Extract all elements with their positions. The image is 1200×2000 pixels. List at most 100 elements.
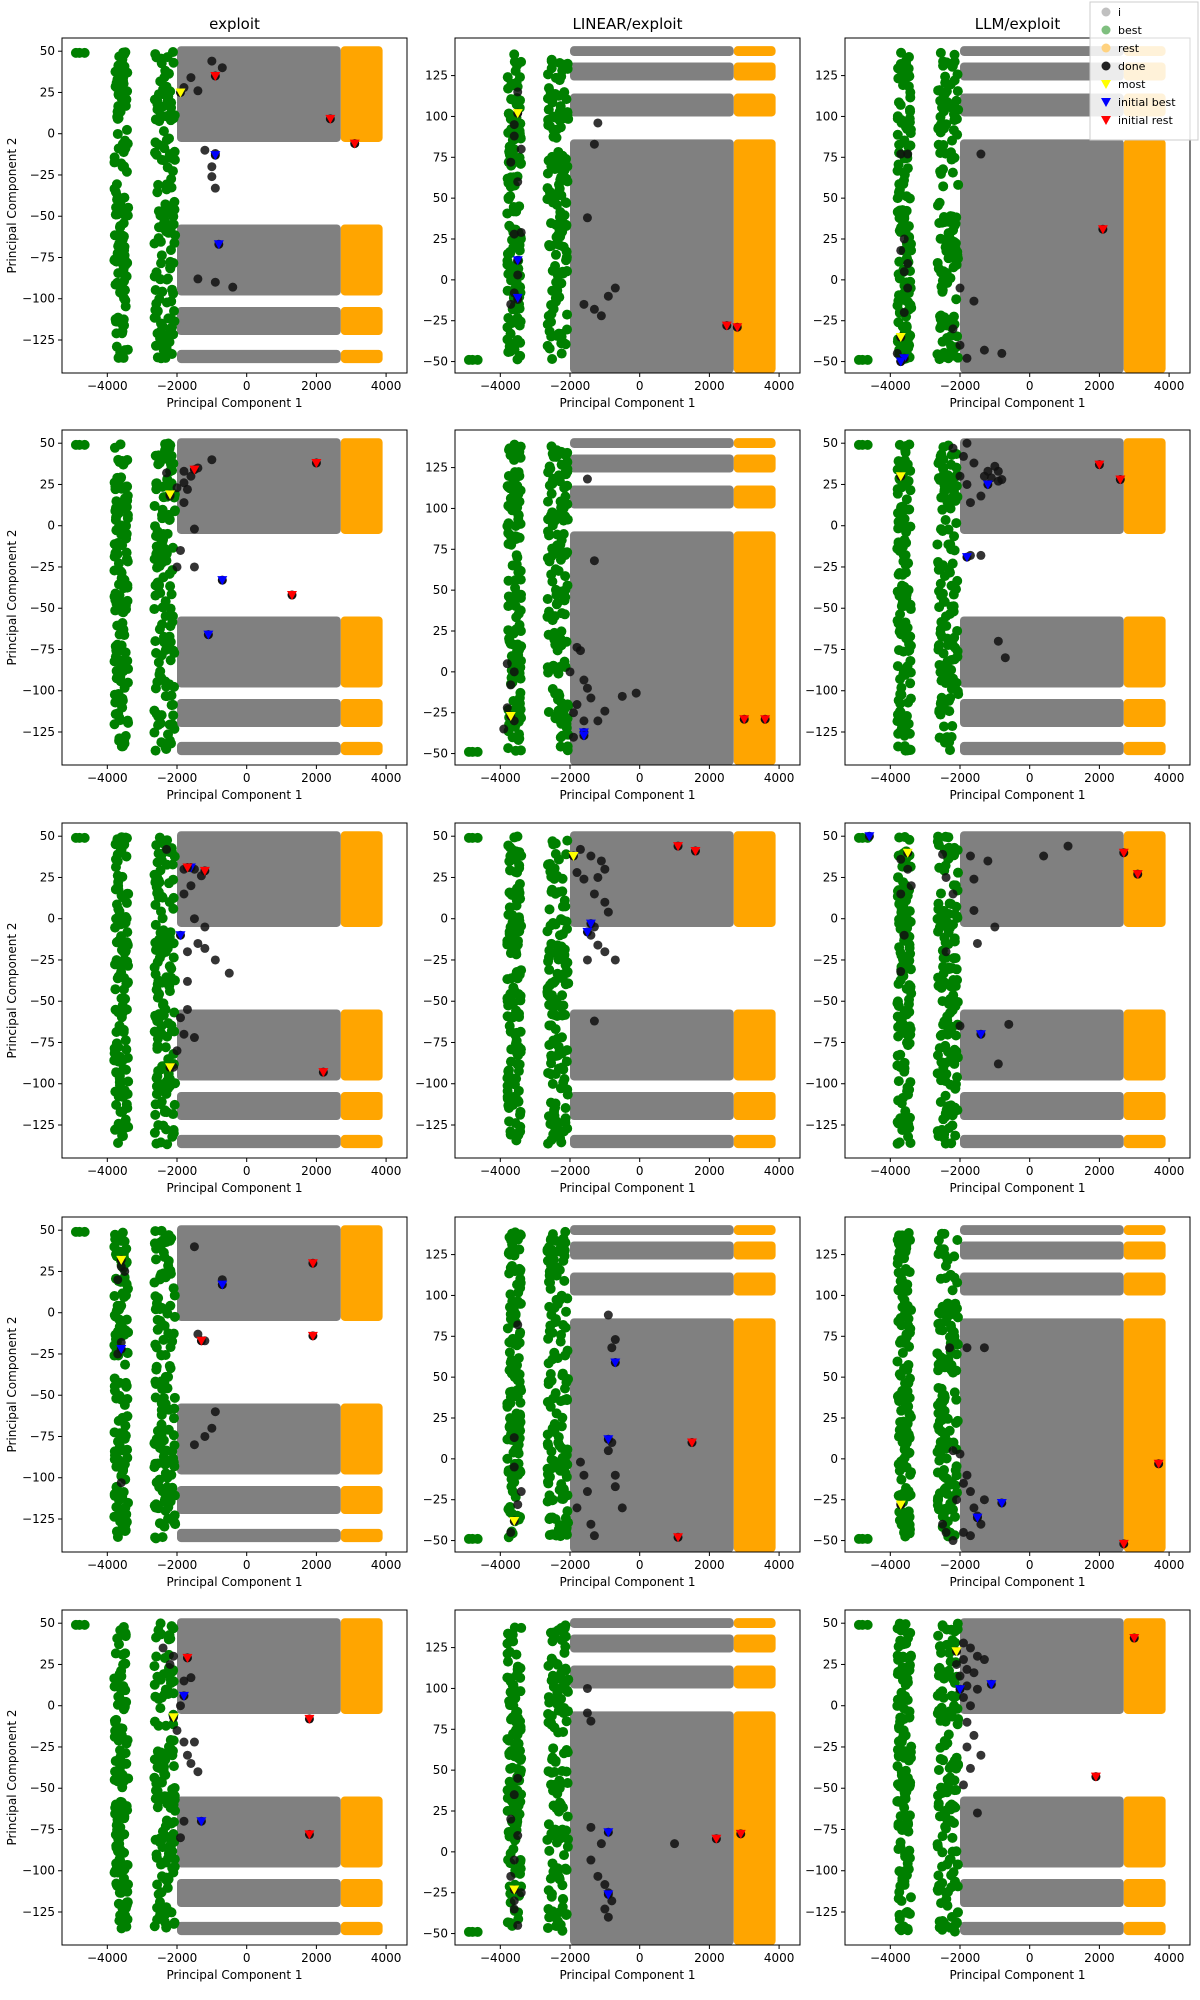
best-point — [167, 1784, 178, 1795]
best-point — [561, 1909, 572, 1920]
y-tick-label: 100 — [425, 1681, 448, 1695]
done-point — [600, 706, 610, 716]
best-point — [544, 1040, 555, 1051]
axes-frame — [61, 429, 408, 766]
best-point — [119, 1085, 130, 1096]
best-point — [169, 1917, 180, 1928]
best-point — [112, 849, 123, 860]
most-point — [568, 852, 579, 862]
done-point — [938, 849, 948, 859]
best-point — [895, 674, 906, 685]
best-point — [548, 977, 559, 988]
y-tick-label: 0 — [440, 912, 448, 926]
best-point — [551, 188, 562, 199]
y-tick-label: 25 — [823, 477, 838, 491]
best-point — [149, 604, 160, 615]
best-point — [556, 634, 567, 645]
best-point — [904, 939, 915, 950]
done-point — [509, 1896, 519, 1906]
i-cluster-band — [570, 531, 734, 765]
x-tick-label: 2000 — [1084, 771, 1115, 785]
x-tick-label: −2000 — [940, 771, 981, 785]
y-tick-label: −25 — [30, 1347, 55, 1361]
x-tick-label: 0 — [1026, 379, 1034, 393]
best-point — [555, 732, 566, 743]
best-point — [113, 1735, 124, 1746]
initial-rest-point — [735, 1829, 746, 1839]
rest-cluster-band — [733, 454, 776, 473]
y-tick-label: −25 — [423, 953, 448, 967]
best-point — [893, 1000, 904, 1011]
i-cluster-band — [570, 1318, 734, 1552]
done-point — [610, 283, 620, 293]
done-point — [603, 1310, 613, 1320]
done-point — [516, 1888, 526, 1898]
x-tick-label: 0 — [1026, 1164, 1034, 1178]
best-point — [544, 1020, 555, 1031]
y-axis-label: Principal Component 2 — [5, 1709, 19, 1845]
best-point — [553, 328, 564, 339]
y-tick-label: −100 — [22, 684, 55, 698]
y-tick-label: 0 — [440, 1845, 448, 1859]
y-tick-label: 25 — [823, 870, 838, 884]
x-tick-label: 4000 — [1154, 1164, 1185, 1178]
best-point — [166, 182, 177, 193]
best-point — [549, 863, 560, 874]
best-point — [952, 331, 963, 342]
best-point — [558, 1000, 569, 1011]
best-point — [554, 1797, 565, 1808]
best-point — [546, 551, 557, 562]
best-point — [951, 1046, 962, 1057]
x-tick-label: −4000 — [870, 1164, 911, 1178]
best-point — [897, 1302, 908, 1313]
i-cluster-band — [960, 1091, 1124, 1121]
best-point — [169, 851, 180, 862]
best-point — [112, 834, 123, 845]
best-point — [560, 1350, 571, 1361]
i-cluster-band — [570, 139, 734, 373]
x-tick-label: −4000 — [480, 379, 521, 393]
best-point — [152, 352, 163, 363]
done-point — [193, 86, 203, 96]
best-point — [934, 659, 945, 670]
best-point — [149, 1127, 160, 1138]
best-point — [552, 1119, 563, 1130]
best-point — [938, 721, 949, 732]
done-point — [899, 308, 909, 318]
best-point — [898, 175, 909, 186]
best-point — [934, 1455, 945, 1466]
i-cluster-band — [960, 1796, 1124, 1868]
best-point — [901, 191, 912, 202]
best-point — [153, 1720, 164, 1731]
best-point — [549, 1010, 560, 1021]
y-tick-label: 125 — [425, 69, 448, 83]
best-point — [542, 1922, 553, 1933]
best-point — [943, 923, 954, 934]
y-tick-label: 50 — [433, 1763, 448, 1777]
best-point — [163, 1075, 174, 1086]
best-point — [894, 1909, 905, 1920]
best-point — [543, 1111, 554, 1122]
best-point — [543, 155, 554, 166]
best-point — [119, 599, 130, 610]
best-point — [553, 565, 564, 576]
done-point — [575, 844, 585, 854]
best-point — [506, 1044, 517, 1055]
best-point — [504, 1020, 515, 1031]
best-point — [550, 72, 561, 83]
best-point — [112, 1633, 123, 1644]
rest-cluster-band — [733, 1225, 776, 1235]
plot-area — [463, 831, 776, 1149]
done-point — [179, 889, 189, 899]
rest-cluster-band — [1123, 831, 1166, 927]
best-point — [119, 285, 130, 296]
best-point — [544, 1490, 555, 1501]
best-point — [562, 480, 573, 491]
best-point — [111, 598, 122, 609]
done-point — [162, 468, 172, 478]
done-point — [586, 851, 596, 861]
best-point — [904, 504, 915, 515]
rest-cluster-band — [1123, 1618, 1166, 1714]
best-point — [510, 65, 521, 76]
i-cluster-band — [570, 1634, 734, 1653]
